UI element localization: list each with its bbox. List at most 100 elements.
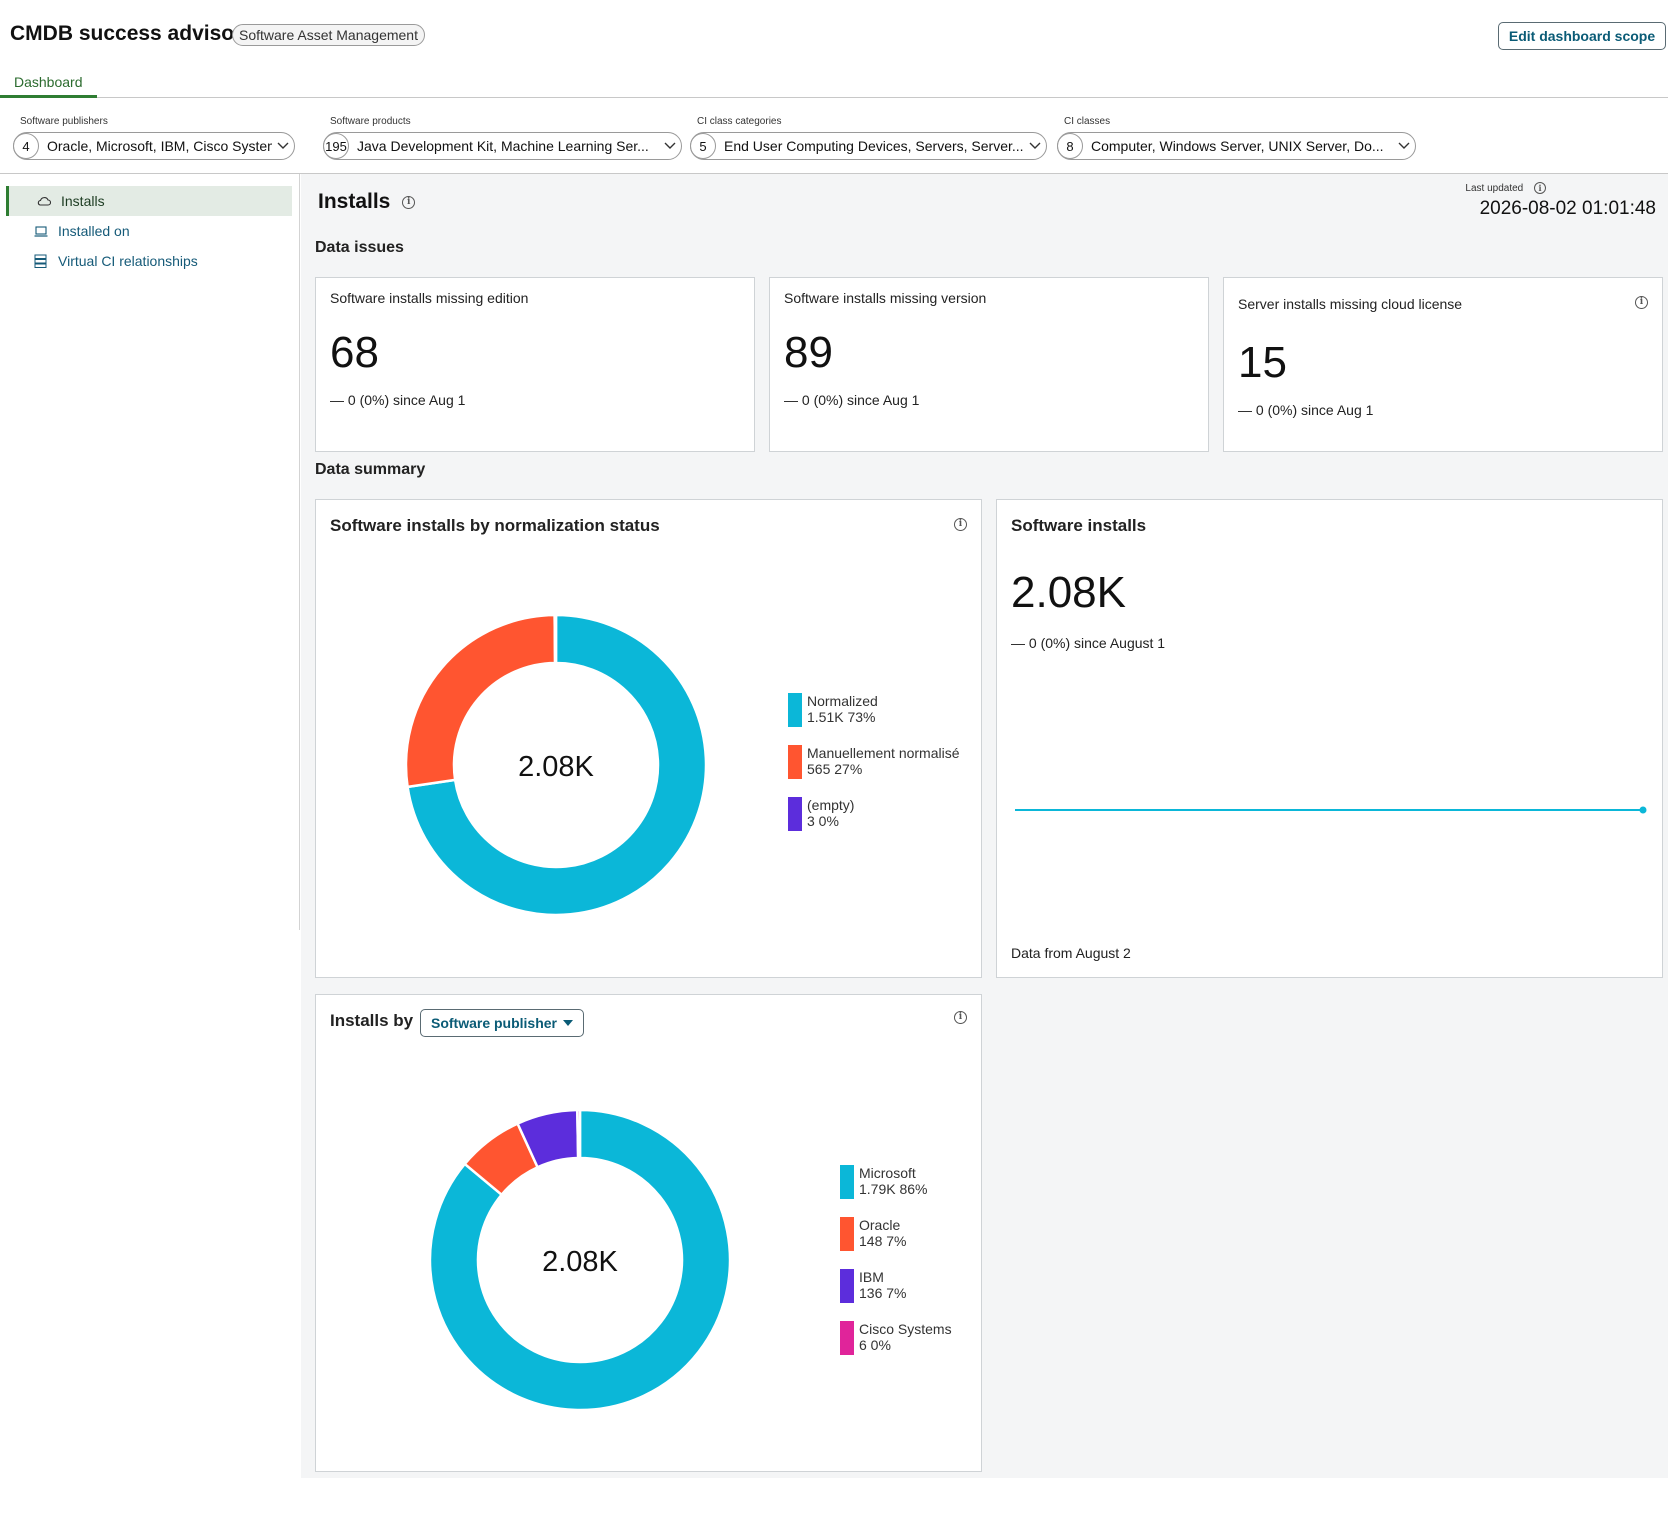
filter-value: Java Development Kit, Machine Learning S… [357, 138, 649, 154]
legend-series-value: 6 0% [859, 1337, 891, 1353]
donut-slice-manuellement-normalis-[interactable] [404, 613, 557, 789]
publisher-donut-chart[interactable]: 2.08K [420, 1100, 740, 1420]
info-icon[interactable]: i [1635, 296, 1648, 309]
filter-label: CI class categories [697, 116, 782, 127]
legend-item[interactable]: Manuellement normalisé 565 27% [788, 745, 960, 781]
filter-label: CI classes [1064, 116, 1111, 127]
legend-item[interactable]: Oracle 148 7% [840, 1217, 952, 1253]
sidebar-item-virtual-ci-relationships[interactable]: Virtual CI relationships [6, 246, 292, 276]
group-by-select[interactable]: Software publisher [420, 1009, 584, 1037]
main-content: Installs i Last updated i 2026-08-02 01:… [301, 174, 1668, 1478]
sidebar-item-installed-on[interactable]: Installed on [6, 216, 292, 246]
donut-slice-microsoft[interactable] [428, 1108, 732, 1412]
filter-label: Software publishers [20, 116, 108, 127]
kpi-value: 2.08K [1011, 568, 1126, 617]
legend-item[interactable]: Normalized 1.51K 73% [788, 693, 960, 729]
chevron-down-icon [272, 142, 294, 150]
kpi-change: — 0 (0%) since Aug 1 [784, 392, 920, 408]
legend-series-name: Normalized [807, 693, 878, 709]
last-updated-label-text: Last updated [1465, 183, 1524, 194]
server-stack-icon [34, 254, 50, 268]
filter-value: Computer, Windows Server, UNIX Server, D… [1091, 138, 1384, 154]
sidebar-item-installs[interactable]: Installs [6, 186, 292, 216]
chart-title: Software installs by normalization statu… [330, 516, 660, 535]
filter-ci-class-categories: CI class categories 5 End User Computing… [690, 116, 1047, 160]
donut-slice-normalized[interactable] [406, 613, 708, 917]
legend-item[interactable]: Microsoft 1.79K 86% [840, 1165, 952, 1201]
legend-series-name: IBM [859, 1269, 884, 1285]
donut-slice--empty-[interactable] [553, 613, 558, 665]
legend-series-value: 565 27% [807, 761, 863, 777]
legend-label: Normalized 1.51K 73% [807, 693, 878, 729]
kpi-card-missing-edition[interactable]: Software installs missing edition 68 — 0… [315, 277, 755, 452]
filter-dropdown[interactable]: 8 Computer, Windows Server, UNIX Server,… [1057, 132, 1416, 160]
legend-series-name: Microsoft [859, 1165, 916, 1181]
group-by-value: Software publisher [430, 1015, 558, 1031]
legend-series-value: 1.51K 73% [807, 709, 876, 725]
data-summary-title: Data summary [315, 461, 426, 478]
donut-center-label: 2.08K [542, 1246, 618, 1278]
kpi-card-missing-cloud-license[interactable]: Server installs missing cloud license i … [1223, 277, 1663, 452]
legend-series-value: 3 0% [807, 813, 839, 829]
legend-label: Manuellement normalisé 565 27% [807, 745, 960, 781]
kpi-card-missing-version[interactable]: Software installs missing version 89 — 0… [769, 277, 1209, 452]
edit-dashboard-scope-button[interactable]: Edit dashboard scope [1498, 22, 1666, 50]
legend-swatch [840, 1269, 854, 1303]
legend-label: Cisco Systems 6 0% [859, 1321, 952, 1357]
page-title: Installs i [318, 190, 416, 214]
legend-series-name: (empty) [807, 797, 855, 813]
kpi-title: Software installs missing edition [330, 290, 529, 306]
laptop-icon [34, 225, 50, 237]
legend-item[interactable]: Cisco Systems 6 0% [840, 1321, 952, 1357]
kpi-value: 68 [330, 328, 379, 377]
filter-value: Oracle, Microsoft, IBM, Cisco Systems [47, 138, 272, 154]
sidebar-item-label: Virtual CI relationships [58, 253, 198, 269]
legend-series-value: 148 7% [859, 1233, 907, 1249]
donut-slice-cisco-systems[interactable] [576, 1108, 582, 1160]
legend-swatch [840, 1321, 854, 1355]
kpi-title: Server installs missing cloud license [1238, 296, 1463, 312]
info-icon[interactable]: i [954, 518, 967, 531]
legend-swatch [840, 1217, 854, 1251]
kpi-value: 89 [784, 328, 833, 377]
filter-count-badge: 8 [1057, 133, 1083, 159]
filter-count-badge: 4 [13, 133, 39, 159]
legend-item[interactable]: IBM 136 7% [840, 1269, 952, 1305]
legend-label: (empty) 3 0% [807, 797, 854, 833]
info-icon[interactable]: i [954, 1011, 967, 1024]
sidebar-nav: Installs Installed on Virtual CI relatio… [0, 174, 300, 930]
chart-footer: Data from August 2 [1011, 945, 1131, 961]
legend-series-name: Cisco Systems [859, 1321, 952, 1337]
app-title: CMDB success advisor [10, 22, 243, 45]
last-updated-value: 2026-08-02 01:01:48 [1479, 198, 1656, 219]
app-header: CMDB success advisor Software Asset Mana… [0, 0, 1668, 72]
info-icon[interactable]: i [402, 195, 416, 209]
legend-series-value: 136 7% [859, 1285, 907, 1301]
filter-software-products: Software products 195 Java Development K… [323, 116, 682, 160]
filter-label: Software products [330, 116, 411, 127]
app-badge: Software Asset Management [232, 24, 425, 46]
blank-panel [0, 930, 315, 1516]
legend-series-value: 1.79K 86% [859, 1181, 928, 1197]
filter-dropdown[interactable]: 195 Java Development Kit, Machine Learni… [323, 132, 682, 160]
info-icon[interactable]: i [1534, 182, 1546, 194]
normalization-donut-chart[interactable]: 2.08K [396, 605, 716, 925]
filter-dropdown[interactable]: 4 Oracle, Microsoft, IBM, Cisco Systems [13, 132, 295, 160]
legend-item[interactable]: (empty) 3 0% [788, 797, 960, 833]
filter-count-badge: 5 [690, 133, 716, 159]
kpi-change: — 0 (0%) since Aug 1 [330, 392, 466, 408]
tab-dashboard[interactable]: Dashboard [0, 72, 97, 98]
legend-label: Oracle 148 7% [859, 1217, 906, 1253]
page-title-text: Installs [318, 190, 391, 213]
chart-title: Software installs [1011, 516, 1147, 535]
bottom-strip [0, 1478, 1668, 1516]
cloud-icon [37, 196, 53, 206]
software-installs-trend-line[interactable] [1011, 800, 1651, 820]
legend-swatch [788, 797, 802, 831]
legend-swatch [840, 1165, 854, 1199]
filter-software-publishers: Software publishers 4 Oracle, Microsoft,… [13, 116, 295, 160]
filter-dropdown[interactable]: 5 End User Computing Devices, Servers, S… [690, 132, 1047, 160]
trend-data-point[interactable] [1639, 806, 1647, 814]
filter-value: End User Computing Devices, Servers, Ser… [724, 138, 1024, 154]
kpi-value: 15 [1238, 338, 1287, 387]
